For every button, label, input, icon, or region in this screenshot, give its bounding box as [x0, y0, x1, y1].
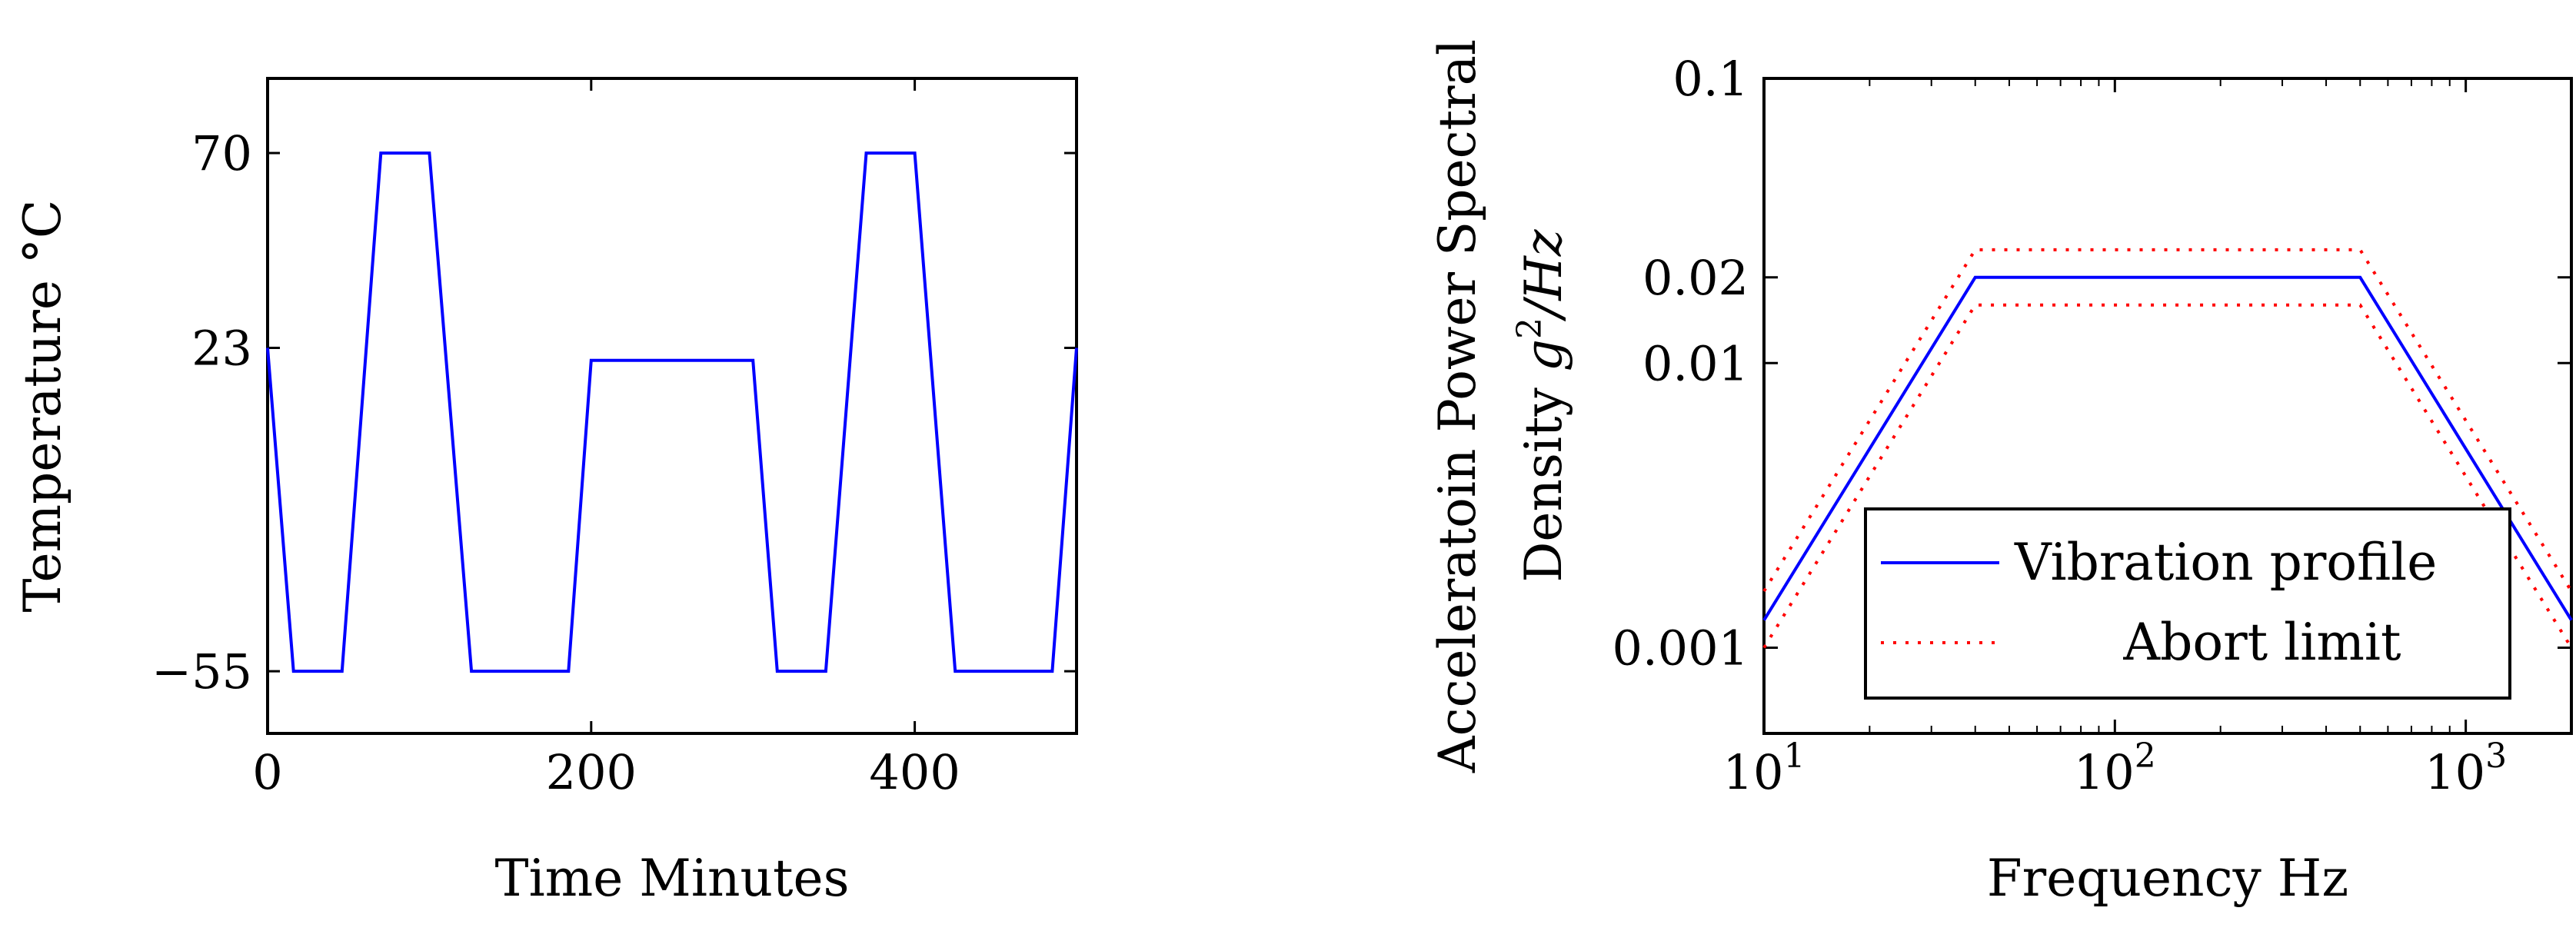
psd-x-axis-label: Frequency Hz — [1987, 849, 2348, 908]
temperature-chart: 0 200 400 −55 23 70 Time Minutes Temperature… — [13, 77, 1078, 908]
temperature-x-tick-label: 400 — [869, 744, 960, 800]
psd-y-tick-label: 0.001 — [1612, 620, 1749, 677]
psd-y-label-prefix: Density — [1514, 371, 1573, 582]
temperature-plot-frame — [266, 77, 1078, 735]
psd-legend: Vibration profile Abort limit — [1864, 507, 2511, 700]
vibration-profile-line — [1762, 275, 2573, 621]
psd-y-tick-label: 0.1 — [1672, 51, 1749, 107]
temperature-y-tick-labels: −55 23 70 — [151, 125, 252, 700]
psd-plot-frame — [1762, 77, 2573, 735]
temperature-x-tick-label: 200 — [546, 744, 637, 800]
temperature-x-tick-label: 0 — [252, 744, 282, 800]
psd-x-tick-label: 102 — [2074, 736, 2156, 800]
psd-y-label-g: g — [1514, 339, 1573, 371]
abort-limit-line — [1762, 248, 2573, 593]
psd-series-lines — [1762, 248, 2573, 649]
psd-y-tick-label: 0.01 — [1642, 335, 1749, 391]
temperature-x-axis-label: Time Minutes — [495, 849, 850, 908]
psd-y-tick-label: 0.02 — [1642, 250, 1749, 306]
temperature-ticks — [266, 78, 1077, 733]
psd-x-tick-label: 103 — [2425, 736, 2507, 800]
psd-y-tick-labels: 0.001 0.01 0.02 0.1 — [1612, 51, 1749, 677]
legend-label-vibration-profile: Vibration profile — [2014, 533, 2437, 592]
psd-y-label-suffix: /Hz — [1514, 228, 1573, 322]
temperature-y-axis-label: Temperature °C — [13, 200, 72, 613]
temperature-y-tick-label: 23 — [191, 321, 252, 377]
temperature-x-tick-labels: 0 200 400 — [252, 744, 960, 800]
temperature-profile-line — [266, 151, 1078, 673]
legend-label-abort-limit: Abort limit — [2122, 613, 2401, 672]
temperature-y-tick-label: 70 — [191, 125, 252, 181]
psd-legend-box — [1864, 507, 2511, 700]
psd-ticks — [1762, 77, 2572, 733]
psd-y-axis-label-line2: Density g2/Hz — [1510, 228, 1573, 582]
temperature-y-tick-label: −55 — [151, 643, 252, 700]
psd-x-tick-labels: 101 102 103 — [1723, 736, 2508, 800]
psd-y-label-exp: 2 — [1510, 318, 1549, 339]
psd-x-tick-label: 101 — [1723, 736, 1806, 800]
psd-y-axis-label-line1: Acceleratoin Power Spectral — [1428, 39, 1487, 773]
